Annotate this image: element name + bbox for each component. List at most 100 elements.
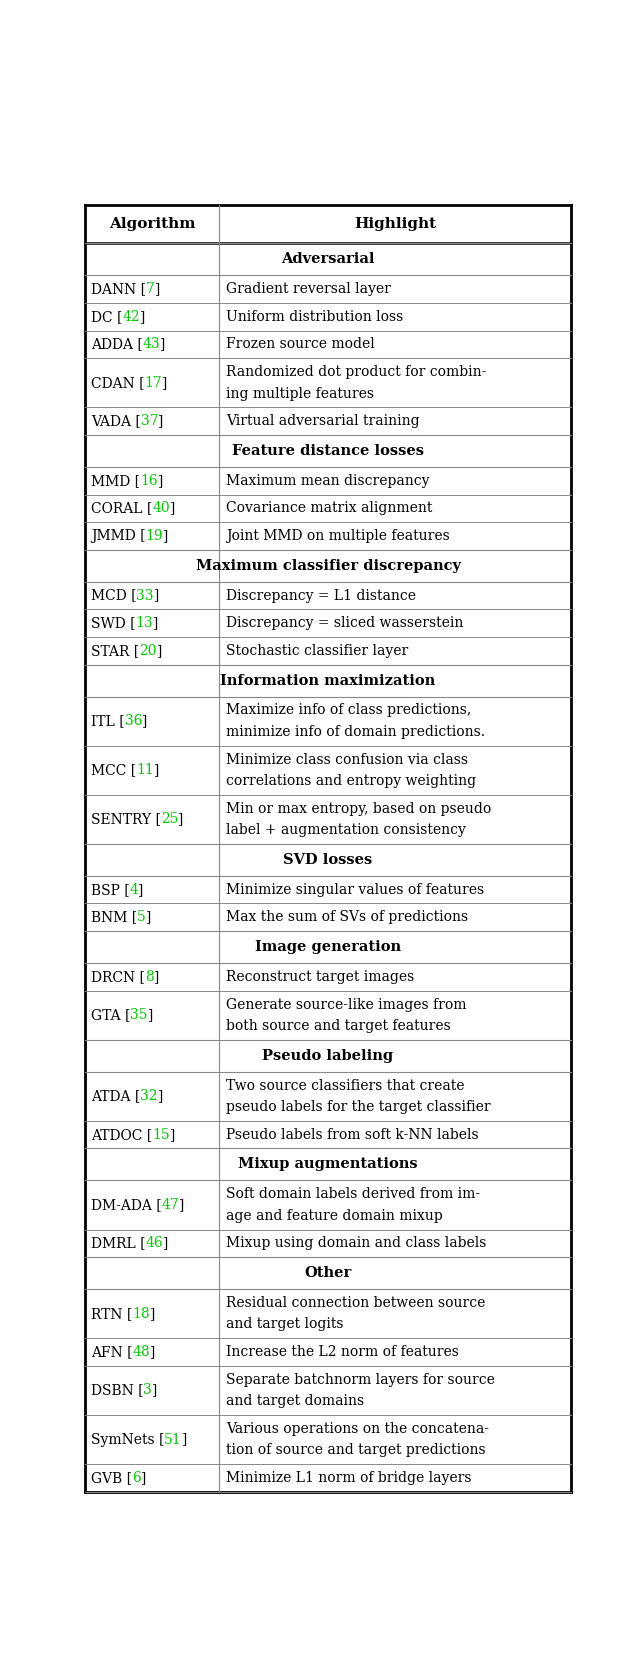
Text: Maximum mean discrepancy: Maximum mean discrepancy xyxy=(227,473,430,487)
Text: Increase the L2 norm of features: Increase the L2 norm of features xyxy=(227,1345,459,1358)
Text: Information maximization: Information maximization xyxy=(220,673,436,688)
Text: ]: ] xyxy=(163,1236,168,1251)
Text: 15: 15 xyxy=(152,1128,170,1142)
Text: Feature distance losses: Feature distance losses xyxy=(232,443,424,458)
Text: 5: 5 xyxy=(137,910,146,925)
Text: Algorithm: Algorithm xyxy=(109,217,195,232)
Text: pseudo labels for the target classifier: pseudo labels for the target classifier xyxy=(227,1100,491,1115)
Text: Maximum classifier discrepancy: Maximum classifier discrepancy xyxy=(195,559,461,573)
Text: ing multiple features: ing multiple features xyxy=(227,386,374,401)
Text: Virtual adversarial training: Virtual adversarial training xyxy=(227,415,420,428)
Text: BNM [: BNM [ xyxy=(91,910,137,925)
Text: Maximize info of class predictions,: Maximize info of class predictions, xyxy=(227,704,472,717)
Text: SVD losses: SVD losses xyxy=(284,853,372,866)
Text: Stochastic classifier layer: Stochastic classifier layer xyxy=(227,643,408,658)
Text: DRCN [: DRCN [ xyxy=(91,970,145,984)
Text: Gradient reversal layer: Gradient reversal layer xyxy=(227,282,391,296)
Text: Mixup using domain and class labels: Mixup using domain and class labels xyxy=(227,1236,486,1251)
Text: MCD [: MCD [ xyxy=(91,589,136,603)
Text: both source and target features: both source and target features xyxy=(227,1019,451,1033)
Text: 35: 35 xyxy=(131,1009,148,1023)
Text: 3: 3 xyxy=(143,1383,152,1397)
Text: ]: ] xyxy=(150,1345,156,1358)
Text: ]: ] xyxy=(150,1306,155,1321)
Text: Frozen source model: Frozen source model xyxy=(227,337,375,351)
Text: ]: ] xyxy=(157,643,162,658)
Text: Minimize class confusion via class: Minimize class confusion via class xyxy=(227,752,468,767)
Text: 6: 6 xyxy=(132,1471,141,1484)
Text: ]: ] xyxy=(157,473,163,487)
Text: 33: 33 xyxy=(136,589,154,603)
Text: Max the sum of SVs of predictions: Max the sum of SVs of predictions xyxy=(227,910,468,925)
Text: DC [: DC [ xyxy=(91,311,122,324)
Text: MMD [: MMD [ xyxy=(91,473,140,487)
Text: ]: ] xyxy=(146,910,151,925)
Text: 47: 47 xyxy=(161,1199,179,1212)
Text: Highlight: Highlight xyxy=(354,217,436,232)
Text: ]: ] xyxy=(179,1199,185,1212)
Text: SENTRY [: SENTRY [ xyxy=(91,813,161,826)
Text: ]: ] xyxy=(154,970,159,984)
Text: Reconstruct target images: Reconstruct target images xyxy=(227,970,415,984)
Text: Covariance matrix alignment: Covariance matrix alignment xyxy=(227,502,433,515)
Text: Generate source-like images from: Generate source-like images from xyxy=(227,997,467,1011)
Text: 32: 32 xyxy=(140,1090,157,1103)
Text: Two source classifiers that create: Two source classifiers that create xyxy=(227,1078,465,1093)
Text: ATDA [: ATDA [ xyxy=(91,1090,140,1103)
Text: ITL [: ITL [ xyxy=(91,714,125,729)
Text: AFN [: AFN [ xyxy=(91,1345,132,1358)
Text: Pseudo labels from soft k-NN labels: Pseudo labels from soft k-NN labels xyxy=(227,1128,479,1142)
Text: 43: 43 xyxy=(143,337,160,351)
Text: BSP [: BSP [ xyxy=(91,883,129,897)
Text: 37: 37 xyxy=(141,415,158,428)
Text: RTN [: RTN [ xyxy=(91,1306,132,1321)
Text: age and feature domain mixup: age and feature domain mixup xyxy=(227,1209,443,1222)
Text: Min or max entropy, based on pseudo: Min or max entropy, based on pseudo xyxy=(227,801,492,816)
Text: 17: 17 xyxy=(145,376,162,390)
Text: DMRL [: DMRL [ xyxy=(91,1236,145,1251)
Text: ]: ] xyxy=(154,589,159,603)
Text: ]: ] xyxy=(152,1383,157,1397)
Text: GVB [: GVB [ xyxy=(91,1471,132,1484)
Text: 36: 36 xyxy=(125,714,142,729)
Text: Pseudo labeling: Pseudo labeling xyxy=(262,1049,394,1063)
Text: ]: ] xyxy=(157,1090,163,1103)
Text: Minimize singular values of features: Minimize singular values of features xyxy=(227,883,484,897)
Text: ]: ] xyxy=(140,311,145,324)
Text: 11: 11 xyxy=(136,764,154,777)
Text: DSBN [: DSBN [ xyxy=(91,1383,143,1397)
Text: Mixup augmentations: Mixup augmentations xyxy=(238,1157,418,1172)
Text: ]: ] xyxy=(155,282,160,296)
Text: tion of source and target predictions: tion of source and target predictions xyxy=(227,1444,486,1457)
Text: 48: 48 xyxy=(132,1345,150,1358)
Text: 42: 42 xyxy=(122,311,140,324)
Text: STAR [: STAR [ xyxy=(91,643,139,658)
Text: Minimize L1 norm of bridge layers: Minimize L1 norm of bridge layers xyxy=(227,1471,472,1484)
Text: and target domains: and target domains xyxy=(227,1394,364,1409)
Text: ]: ] xyxy=(153,616,159,630)
Text: ]: ] xyxy=(170,1128,175,1142)
Text: VADA [: VADA [ xyxy=(91,415,141,428)
Text: 46: 46 xyxy=(145,1236,163,1251)
Text: Other: Other xyxy=(305,1266,351,1279)
Text: ]: ] xyxy=(148,1009,153,1023)
Text: ]: ] xyxy=(182,1432,188,1447)
Text: SymNets [: SymNets [ xyxy=(91,1432,164,1447)
Text: Discrepancy = sliced wasserstein: Discrepancy = sliced wasserstein xyxy=(227,616,464,630)
Text: 8: 8 xyxy=(145,970,154,984)
Text: ]: ] xyxy=(154,764,159,777)
Text: 7: 7 xyxy=(146,282,155,296)
Text: label + augmentation consistency: label + augmentation consistency xyxy=(227,823,466,838)
Text: 20: 20 xyxy=(139,643,157,658)
Text: Adversarial: Adversarial xyxy=(281,252,375,267)
Text: minimize info of domain predictions.: minimize info of domain predictions. xyxy=(227,725,485,739)
Text: correlations and entropy weighting: correlations and entropy weighting xyxy=(227,774,476,787)
Text: Soft domain labels derived from im-: Soft domain labels derived from im- xyxy=(227,1187,481,1200)
Text: CDAN [: CDAN [ xyxy=(91,376,145,390)
Text: 51: 51 xyxy=(164,1432,182,1447)
Text: ]: ] xyxy=(142,714,147,729)
Text: 19: 19 xyxy=(145,529,163,542)
Text: ]: ] xyxy=(179,813,184,826)
Text: ATDOC [: ATDOC [ xyxy=(91,1128,152,1142)
Text: JMMD [: JMMD [ xyxy=(91,529,145,542)
